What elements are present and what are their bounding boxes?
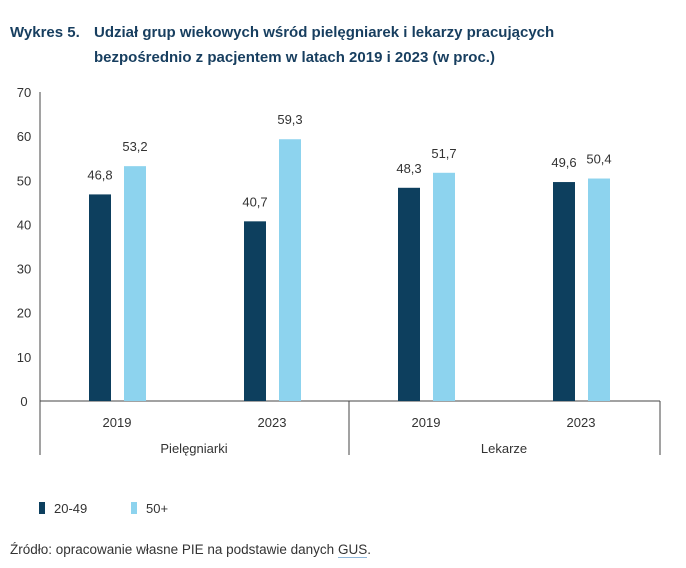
legend-swatch-0 bbox=[39, 502, 45, 514]
source-prefix: Źródło: opracowanie własne PIE na podsta… bbox=[10, 542, 338, 557]
x-tick-label: 2023 bbox=[258, 415, 287, 430]
bar-20-49-1 bbox=[244, 221, 266, 401]
x-tick-label: 2023 bbox=[567, 415, 596, 430]
source-suffix: . bbox=[367, 542, 371, 557]
y-tick-label: 70 bbox=[17, 85, 31, 100]
bar-50-plus-2 bbox=[433, 172, 455, 401]
bar-50-plus-1 bbox=[279, 139, 301, 402]
data-label: 50,4 bbox=[586, 152, 611, 167]
group-label: Lekarze bbox=[481, 441, 527, 456]
legend-swatch-1 bbox=[131, 502, 137, 514]
data-label: 59,3 bbox=[277, 112, 302, 127]
y-tick-label: 40 bbox=[17, 217, 31, 232]
legend-label: 50+ bbox=[146, 501, 168, 516]
source-link-gus[interactable]: GUS bbox=[337, 542, 368, 558]
bar-50-plus-0 bbox=[124, 166, 146, 401]
y-tick-label: 0 bbox=[20, 394, 27, 409]
data-label: 46,8 bbox=[87, 167, 112, 182]
y-tick-label: 10 bbox=[17, 350, 31, 365]
bar-20-49-3 bbox=[553, 182, 575, 401]
y-tick-label: 30 bbox=[17, 262, 31, 277]
y-tick-label: 60 bbox=[17, 129, 31, 144]
data-label: 40,7 bbox=[242, 194, 267, 209]
data-label: 51,7 bbox=[431, 146, 456, 161]
data-label: 49,6 bbox=[551, 155, 576, 170]
x-tick-label: 2019 bbox=[412, 415, 441, 430]
x-tick-label: 2019 bbox=[103, 415, 132, 430]
chart-title-text: Udział grup wiekowych wśród pielęgniarek… bbox=[94, 24, 555, 66]
data-label: 53,2 bbox=[122, 139, 147, 154]
y-tick-label: 20 bbox=[17, 306, 31, 321]
chart-title: Wykres 5. Udział grup wiekowych wśród pi… bbox=[10, 20, 614, 70]
group-label: Pielęgniarki bbox=[160, 441, 227, 456]
source-note: Źródło: opracowanie własne PIE na podsta… bbox=[10, 542, 371, 558]
bar-50-plus-3 bbox=[588, 178, 610, 401]
chart-number: Wykres 5. bbox=[10, 24, 80, 41]
data-label: 48,3 bbox=[396, 161, 421, 176]
legend-label: 20-49 bbox=[54, 501, 87, 516]
bar-20-49-2 bbox=[398, 187, 420, 401]
bar-20-49-0 bbox=[89, 194, 111, 401]
y-tick-label: 50 bbox=[17, 173, 31, 188]
